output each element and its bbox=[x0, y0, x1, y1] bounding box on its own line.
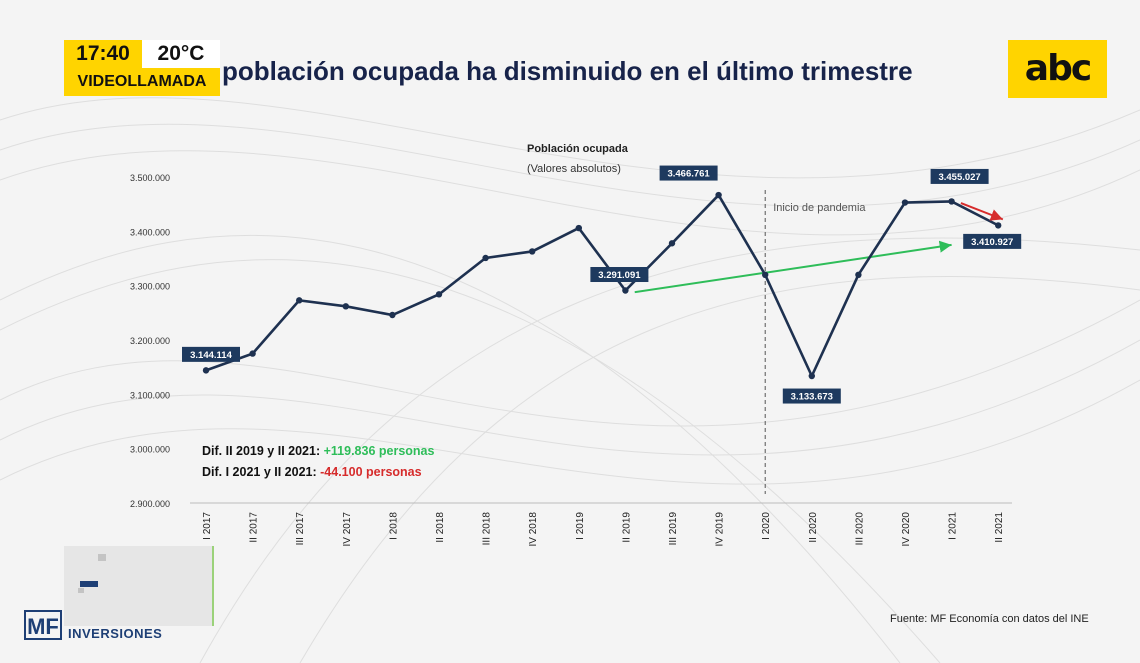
x-tick-label: II 2020 bbox=[808, 512, 819, 543]
diff2-prefix: Dif. I 2021 y II 2021: bbox=[202, 465, 320, 479]
mf-name: INVERSIONES bbox=[68, 626, 163, 641]
data-point bbox=[389, 311, 396, 319]
x-tick-label: IV 2019 bbox=[715, 512, 726, 547]
y-tick-label: 2.900.000 bbox=[130, 499, 170, 509]
chart-subtitle: (Valores absolutos) bbox=[527, 163, 621, 175]
data-point bbox=[249, 350, 256, 357]
data-label: 3.144.114 bbox=[190, 350, 232, 361]
x-tick-label: IV 2018 bbox=[528, 512, 539, 547]
data-point bbox=[575, 224, 582, 232]
video-thumbnail bbox=[64, 546, 214, 626]
pandemic-label: Inicio de pandemia bbox=[773, 202, 866, 214]
data-label-box bbox=[930, 168, 989, 184]
page-title: población ocupada ha disminuido en el úl… bbox=[222, 56, 913, 86]
x-tick-label: IV 2017 bbox=[342, 512, 353, 547]
data-point bbox=[435, 291, 443, 298]
mf-mark: MF bbox=[24, 610, 62, 640]
data-label: 3.410.927 bbox=[971, 237, 1013, 248]
data-label-box bbox=[782, 388, 841, 404]
y-tick-label: 3.300.000 bbox=[130, 282, 170, 292]
diff2-value: -44.100 personas bbox=[320, 465, 421, 479]
x-tick-label: III 2017 bbox=[295, 512, 306, 546]
y-tick-label: 3.200.000 bbox=[130, 336, 170, 346]
diff1-prefix: Dif. II 2019 y II 2021: bbox=[202, 444, 324, 458]
clock-overlay: 17:40 20°C VIDEOLLAMADA bbox=[64, 40, 220, 96]
data-point bbox=[762, 271, 769, 278]
x-tick-label: III 2020 bbox=[854, 512, 865, 546]
trend-arrow bbox=[634, 240, 952, 294]
data-point bbox=[901, 199, 909, 206]
data-label-box bbox=[963, 233, 1022, 249]
y-tick-label: 3.500.000 bbox=[130, 173, 170, 183]
data-label: 3.133.673 bbox=[791, 392, 833, 403]
x-tick-label: II 2017 bbox=[249, 512, 260, 543]
data-point bbox=[715, 191, 722, 199]
x-tick-label: I 2018 bbox=[388, 512, 399, 540]
x-tick-label: II 2018 bbox=[435, 512, 446, 543]
mf-inversiones-logo: MF INVERSIONES bbox=[24, 610, 184, 642]
data-point bbox=[202, 367, 210, 374]
y-tick-label: 3.000.000 bbox=[130, 445, 170, 455]
overlay-label: VIDEOLLAMADA bbox=[64, 68, 220, 96]
abc-logo: abc bbox=[1008, 40, 1107, 98]
data-point bbox=[296, 297, 303, 304]
drop-arrow bbox=[960, 202, 1004, 221]
y-tick-label: 3.100.000 bbox=[130, 390, 170, 400]
x-tick-label: I 2019 bbox=[575, 512, 586, 540]
data-label: 3.466.761 bbox=[667, 169, 710, 180]
data-point bbox=[482, 254, 489, 262]
x-tick-label: II 2019 bbox=[621, 512, 632, 543]
overlay-time: 17:40 bbox=[64, 40, 142, 68]
data-point bbox=[529, 248, 536, 255]
diff-i2021-ii2021: Dif. I 2021 y II 2021: -44.100 personas bbox=[202, 465, 422, 479]
x-tick-label: III 2019 bbox=[668, 512, 679, 546]
data-point bbox=[622, 287, 629, 294]
data-point bbox=[995, 222, 1002, 229]
x-tick-label: I 2020 bbox=[761, 512, 772, 540]
x-tick-label: IV 2020 bbox=[901, 512, 912, 547]
x-tick-label: I 2021 bbox=[948, 512, 959, 540]
x-tick-label: III 2018 bbox=[482, 512, 493, 546]
data-point bbox=[948, 198, 955, 205]
y-tick-label: 3.400.000 bbox=[130, 227, 170, 237]
data-label-box bbox=[182, 346, 240, 362]
x-tick-label: II 2021 bbox=[994, 512, 1005, 543]
data-label-box bbox=[659, 165, 718, 181]
chart-title: Población ocupada bbox=[527, 143, 629, 155]
data-point bbox=[668, 240, 676, 247]
data-point bbox=[808, 372, 815, 380]
data-point bbox=[855, 271, 862, 278]
diff1-value: +119.836 personas bbox=[324, 444, 435, 458]
series-line bbox=[205, 192, 999, 380]
data-label-box bbox=[590, 267, 649, 283]
overlay-temperature: 20°C bbox=[142, 40, 220, 68]
data-label: 3.455.027 bbox=[938, 172, 980, 183]
data-label: 3.291.091 bbox=[598, 270, 641, 281]
data-point bbox=[342, 303, 349, 310]
source-note: Fuente: MF Economía con datos del INE bbox=[890, 613, 1089, 625]
x-tick-label: I 2017 bbox=[202, 512, 213, 540]
diff-ii2019-ii2021: Dif. II 2019 y II 2021: +119.836 persona… bbox=[202, 444, 435, 458]
